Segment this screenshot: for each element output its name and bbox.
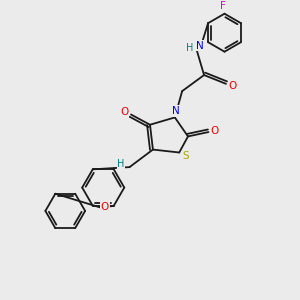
Text: N: N bbox=[172, 106, 180, 116]
Text: H: H bbox=[186, 43, 193, 53]
Text: S: S bbox=[182, 151, 189, 161]
Text: O: O bbox=[228, 81, 236, 91]
Text: F: F bbox=[220, 2, 226, 11]
Text: O: O bbox=[101, 202, 109, 212]
Text: O: O bbox=[211, 126, 219, 136]
Text: N: N bbox=[196, 41, 204, 51]
Text: H: H bbox=[117, 159, 124, 169]
Text: O: O bbox=[121, 107, 129, 117]
